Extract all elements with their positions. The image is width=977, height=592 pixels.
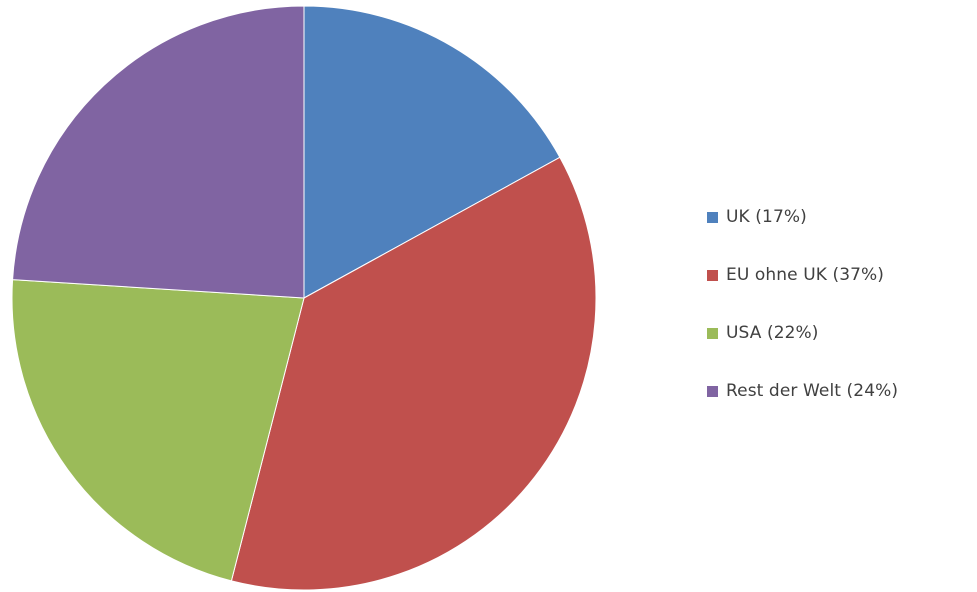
- legend-label-rest-der-welt: Rest der Welt (24%): [726, 381, 899, 401]
- legend-label-eu-ohne-uk: EU ohne UK (37%): [726, 265, 885, 285]
- pie-slice-usa: [11, 279, 305, 582]
- pie-slice-eu-ohne-uk: [230, 156, 597, 591]
- legend-label-uk: UK (17%): [726, 207, 807, 227]
- legend-swatch-usa: [707, 327, 718, 339]
- legend-swatch-eu-ohne-uk: [707, 269, 718, 281]
- pie-slice-rest-der-welt: [12, 5, 305, 299]
- legend-item-uk: UK (17%): [707, 202, 898, 232]
- chart-legend: UK (17%) EU ohne UK (37%) USA (22%) Rest…: [707, 202, 898, 406]
- legend-swatch-uk: [707, 211, 718, 223]
- pie-slice-uk: [303, 5, 561, 299]
- legend-item-eu-ohne-uk: EU ohne UK (37%): [707, 260, 898, 290]
- legend-swatch-rest-der-welt: [707, 385, 718, 397]
- legend-item-usa: USA (22%): [707, 318, 898, 348]
- legend-item-rest-der-welt: Rest der Welt (24%): [707, 376, 898, 406]
- legend-label-usa: USA (22%): [726, 323, 819, 343]
